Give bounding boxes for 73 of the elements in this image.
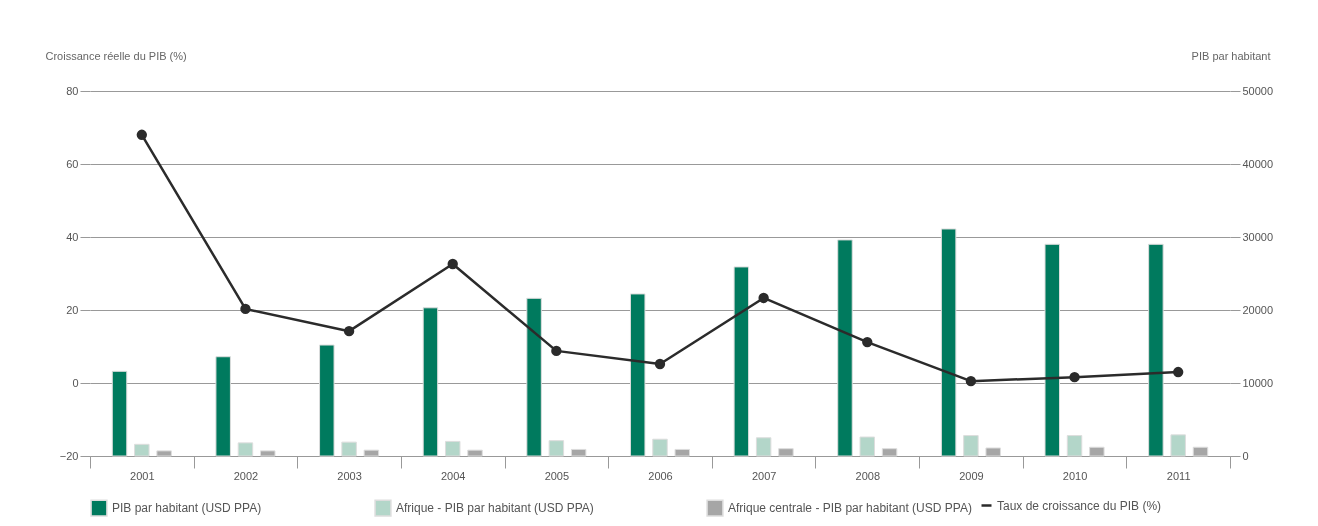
bar [733, 266, 750, 457]
bar [778, 448, 794, 457]
y2-tick-label: 0 [1242, 449, 1249, 462]
point [343, 326, 355, 337]
bar [940, 228, 957, 457]
y2-tick-label: 30000 [1242, 230, 1274, 243]
bar [570, 448, 587, 457]
x-tick-label: 2001 [130, 469, 155, 482]
bar [260, 450, 276, 457]
bar [422, 307, 439, 457]
point [240, 303, 251, 315]
y2-tick-label: 10000 [1242, 376, 1274, 389]
bar [526, 297, 542, 457]
bar [755, 437, 772, 457]
x-tick-label: 2011 [1166, 469, 1191, 482]
bar [985, 447, 1001, 457]
point [1069, 371, 1080, 383]
bar [1148, 243, 1164, 457]
bar [859, 436, 876, 457]
y-tick-label: 80 [66, 84, 79, 97]
bar [548, 440, 565, 457]
bar [1192, 446, 1209, 457]
y-axis-title: Croissance réelle du PIB (%) [45, 49, 187, 62]
bar [215, 356, 231, 457]
x-tick-label: 2002 [233, 469, 259, 482]
point [447, 258, 458, 270]
x-tick-label: 2009 [959, 469, 984, 482]
legend-label: PIB par habitant (USD PPA) [112, 501, 262, 516]
x-tick-label: 2008 [855, 469, 881, 482]
bar [629, 293, 646, 457]
bar [319, 344, 335, 457]
legend-label: Taux de croissance du PIB (%) [997, 498, 1162, 513]
bar [881, 448, 898, 457]
x-tick-label: 2010 [1062, 469, 1088, 482]
y2-tick-label: 50000 [1242, 84, 1274, 97]
point [758, 292, 769, 304]
bar [444, 440, 461, 457]
point [965, 376, 977, 387]
bar [134, 443, 150, 457]
x-tick-label: 2006 [648, 469, 673, 482]
y2-tick-label: 20000 [1242, 303, 1274, 316]
bar [1066, 435, 1083, 457]
bar [1089, 446, 1105, 457]
legend-label: Afrique - PIB par habitant (USD PPA) [396, 501, 594, 516]
y2-tick-label: 40000 [1242, 157, 1274, 170]
bar [837, 239, 853, 457]
bar [156, 450, 172, 457]
point [136, 129, 147, 140]
bar [1044, 243, 1060, 457]
point [862, 336, 873, 348]
y-tick-label: 20 [66, 303, 79, 316]
point [1173, 366, 1184, 378]
y-tick-label: 60 [66, 157, 79, 170]
bar [652, 438, 668, 457]
x-tick-label: 2005 [544, 469, 570, 482]
y-tick-label: 0 [72, 376, 79, 389]
x-tick-label: 2003 [337, 469, 362, 482]
point [654, 358, 666, 370]
x-tick-label: 2007 [751, 469, 777, 482]
y-tick-label: −20 [59, 449, 79, 462]
bar [467, 449, 483, 457]
point [551, 345, 562, 357]
bar [674, 448, 691, 457]
x-tick-label: 2004 [440, 469, 466, 482]
legend-label: Afrique centrale - PIB par habitant (USD PPA) [728, 501, 972, 516]
y-tick-label: 40 [66, 230, 79, 243]
bar [111, 370, 128, 457]
bar [237, 442, 254, 457]
bar [341, 441, 357, 457]
bar [963, 435, 979, 457]
bar [1170, 434, 1186, 457]
bar [363, 449, 380, 457]
y2-axis-title: PIB par habitant [1191, 49, 1271, 62]
